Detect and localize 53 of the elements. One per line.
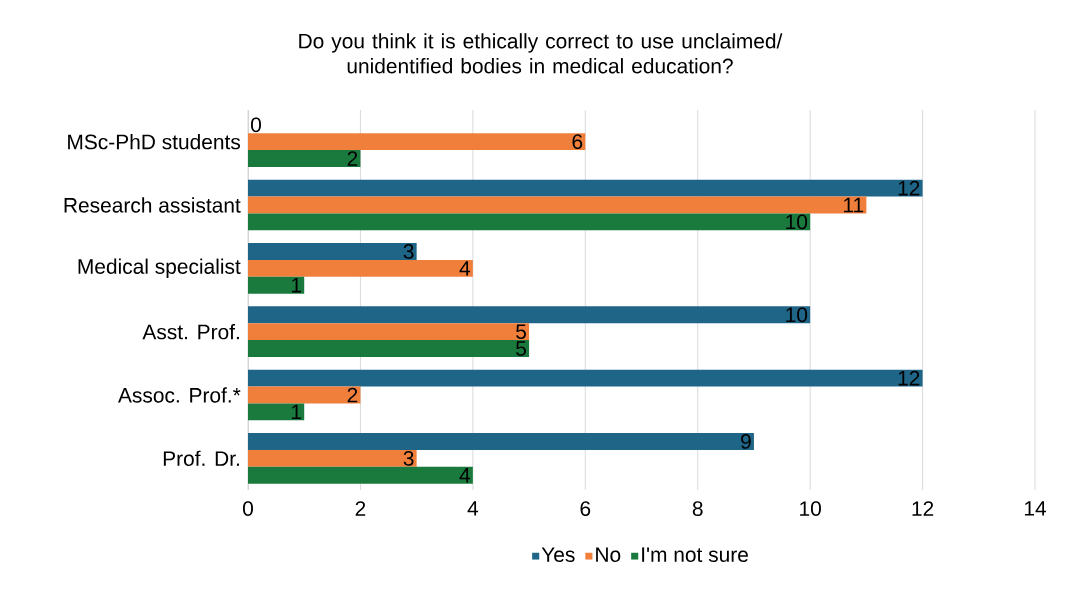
data-label: 4 bbox=[459, 261, 471, 276]
legend-label: Yes bbox=[541, 547, 575, 562]
bar bbox=[248, 150, 361, 168]
bar bbox=[248, 213, 811, 231]
data-label: 11 bbox=[844, 197, 864, 213]
legend-label: I'm not sure bbox=[642, 547, 748, 562]
bar bbox=[248, 323, 530, 341]
bar bbox=[248, 243, 417, 260]
data-label: 12 bbox=[898, 180, 920, 196]
x-tick-label: 12 bbox=[912, 501, 934, 516]
data-label: 3 bbox=[403, 244, 414, 259]
data-label: 10 bbox=[786, 214, 808, 230]
data-label: 2 bbox=[347, 387, 358, 403]
bar bbox=[248, 133, 586, 151]
bar bbox=[248, 179, 923, 197]
data-label: 12 bbox=[898, 370, 920, 386]
x-tick-label: 14 bbox=[1024, 501, 1047, 516]
y-tick-label: Assoc. Prof.* bbox=[118, 387, 241, 403]
bar bbox=[248, 433, 754, 450]
bar bbox=[248, 386, 361, 404]
x-tick-label: 10 bbox=[800, 501, 821, 516]
bar bbox=[248, 276, 305, 294]
bar bbox=[248, 369, 923, 387]
bar bbox=[248, 259, 473, 277]
x-tick-label: 6 bbox=[580, 501, 591, 516]
y-tick-label: Research assistant bbox=[64, 197, 241, 213]
x-tick-label: 4 bbox=[467, 501, 479, 516]
data-label: 0 bbox=[251, 117, 262, 133]
x-tick-label: 2 bbox=[355, 501, 366, 516]
legend-label: No bbox=[596, 547, 621, 562]
x-tick-label: 8 bbox=[692, 501, 703, 516]
data-label: 1 bbox=[291, 404, 301, 420]
data-label: 4 bbox=[459, 468, 471, 483]
bar bbox=[248, 449, 417, 467]
y-tick-label: Prof. Dr. bbox=[163, 450, 239, 467]
data-label: 6 bbox=[572, 134, 583, 150]
bar bbox=[248, 196, 867, 214]
bar bbox=[248, 306, 811, 324]
data-label: 9 bbox=[741, 434, 751, 449]
data-label: 2 bbox=[347, 151, 358, 166]
data-label: 5 bbox=[516, 341, 526, 356]
x-tick-label: 0 bbox=[242, 501, 253, 516]
data-label: 1 bbox=[291, 278, 301, 293]
y-tick-label: MSc-PhD students bbox=[68, 133, 241, 150]
bar bbox=[248, 340, 530, 357]
data-label: 5 bbox=[516, 324, 526, 339]
bar bbox=[248, 403, 305, 421]
data-label: 3 bbox=[403, 450, 414, 466]
chart-title: Do you think it is ethically correct to use unclaimed/ unidentified bodies in medical education? bbox=[299, 33, 783, 74]
bar bbox=[248, 466, 473, 484]
y-tick-label: Medical specialist bbox=[78, 258, 241, 279]
y-tick-label: Asst. Prof. bbox=[142, 324, 239, 340]
data-label: 10 bbox=[786, 307, 808, 323]
